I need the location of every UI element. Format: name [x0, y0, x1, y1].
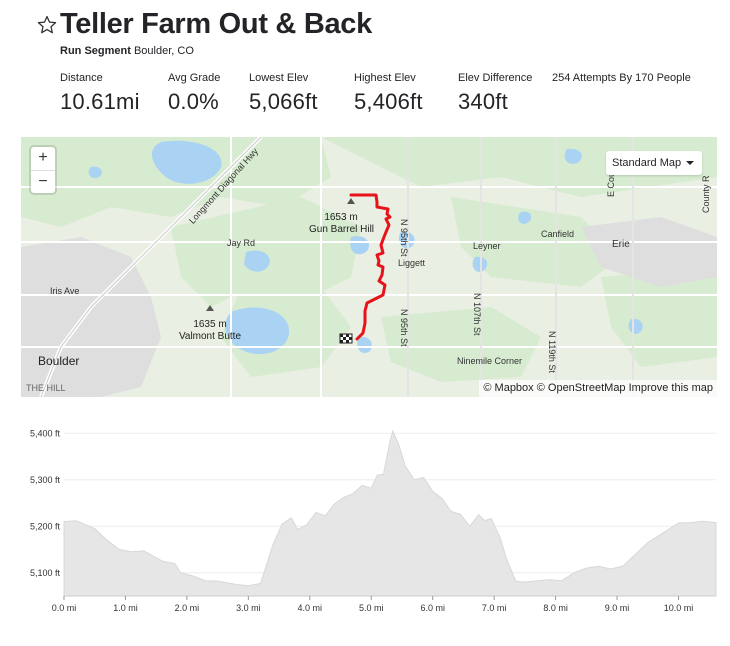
- map-label-county-rd: County R: [701, 175, 711, 213]
- stat-distance: Distance 10.61mi: [60, 72, 140, 115]
- y-tick-label: 5,400 ft: [30, 428, 61, 438]
- map-label-liggett: Liggett: [398, 258, 426, 268]
- map-label-valmont: 1635 m Valmont Butte: [175, 319, 245, 343]
- map-label-ninemile: Ninemile Corner: [457, 356, 523, 366]
- title-row: Teller Farm Out & Back: [36, 8, 716, 41]
- map-label-leyner: Leyner: [473, 241, 501, 251]
- zoom-control: + −: [31, 147, 55, 193]
- map-style-select[interactable]: Standard Map: [606, 151, 702, 175]
- map-label-n119th: N 119th St: [547, 331, 557, 373]
- x-tick-label: 10.0 mi: [664, 603, 694, 613]
- stat-avg-grade: Avg Grade 0.0%: [168, 72, 220, 115]
- stat-attempts-label: 254 Attempts By 170 People: [552, 72, 691, 84]
- zoom-in-button[interactable]: +: [38, 149, 48, 166]
- map-attribution: © Mapbox © OpenStreetMap Improve this ma…: [479, 380, 717, 397]
- map-road-outlines: [407, 137, 634, 397]
- x-tick-label: 1.0 mi: [113, 603, 138, 613]
- stat-avg-grade-value: 0.0%: [168, 89, 219, 114]
- map-label-erie: Erie: [612, 239, 630, 250]
- segment-type: Run Segment: [60, 45, 131, 57]
- map-label-iris-ave: Iris Ave: [50, 286, 80, 296]
- zoom-out-button[interactable]: −: [31, 170, 55, 193]
- y-tick-label: 5,300 ft: [30, 475, 61, 485]
- stat-distance-value: 10.61mi: [60, 89, 140, 114]
- stat-highest-elev-label: Highest Elev: [354, 72, 416, 84]
- map-label-boulder: Boulder: [38, 354, 80, 368]
- stat-lowest-elev: Lowest Elev 5,066ft: [249, 72, 318, 115]
- stat-highest-elev-value: 5,406ft: [354, 89, 423, 114]
- elevation-area: [63, 429, 717, 597]
- y-tick-label: 5,200 ft: [30, 521, 61, 531]
- x-tick-label: 5.0 mi: [359, 603, 384, 613]
- segment-subtitle: Run Segment Boulder, CO: [60, 45, 716, 57]
- osm-link[interactable]: © OpenStreetMap: [536, 382, 626, 394]
- segment-map[interactable]: Longmont Diagonal Hwy Jay Rd Iris Ave Bo…: [21, 137, 717, 397]
- stat-elev-difference-label: Elev Difference: [458, 72, 533, 84]
- stat-elev-difference-value: 340ft: [458, 89, 508, 114]
- stat-lowest-elev-value: 5,066ft: [249, 89, 318, 114]
- segment-location: Boulder, CO: [133, 45, 194, 57]
- gun-barrel-name: Gun Barrel Hill: [309, 224, 375, 235]
- map-label-n95th-bottom: N 95th St: [399, 309, 409, 347]
- peak-icon-valmont: [206, 305, 214, 311]
- map-label-jay-rd: Jay Rd: [227, 238, 256, 248]
- mapbox-link[interactable]: © Mapbox: [483, 382, 534, 394]
- map-water: [88, 140, 643, 355]
- map-label-e-cou: E Cou: [606, 171, 616, 197]
- peak-icon-gun-barrel: [347, 198, 355, 204]
- map-label-canfield: Canfield: [541, 229, 575, 239]
- page-title: Teller Farm Out & Back: [60, 8, 372, 40]
- star-icon[interactable]: [36, 14, 58, 36]
- map-label-n107th: N 107th St: [472, 293, 482, 336]
- map-label-the-hill: THE HILL: [26, 383, 66, 393]
- x-tick-label: 0.0 mi: [52, 603, 77, 613]
- segment-header: Teller Farm Out & Back Run Segment Bould…: [36, 8, 716, 57]
- stat-distance-label: Distance: [60, 72, 103, 84]
- segment-stats: Distance 10.61mi Avg Grade 0.0% Lowest E…: [60, 72, 720, 122]
- x-tick-label: 2.0 mi: [175, 603, 200, 613]
- stat-elev-difference: Elev Difference 340ft: [458, 72, 532, 115]
- elevation-chart[interactable]: 5,100 ft 5,200 ft 5,300 ft 5,400 ft 0.0 mi 1.…: [0, 420, 730, 646]
- map-style-label: Standard Map: [612, 157, 682, 169]
- x-tick-label: 7.0 mi: [482, 603, 507, 613]
- segment-route: [349, 193, 392, 341]
- improve-map-link[interactable]: Improve this map: [628, 382, 713, 394]
- stat-highest-elev: Highest Elev 5,406ft: [354, 72, 423, 115]
- x-tick-label: 6.0 mi: [420, 603, 445, 613]
- x-tick-label: 3.0 mi: [236, 603, 261, 613]
- stat-avg-grade-label: Avg Grade: [168, 72, 221, 84]
- stat-lowest-elev-label: Lowest Elev: [249, 72, 309, 84]
- x-tick-label: 9.0 mi: [605, 603, 630, 613]
- finish-flag-icon: [339, 333, 353, 344]
- y-tick-label: 5,100 ft: [30, 568, 61, 578]
- elevation-profile[interactable]: 5,100 ft 5,200 ft 5,300 ft 5,400 ft 0.0 mi 1.…: [0, 420, 730, 646]
- valmont-elevation: 1635 m: [193, 319, 227, 330]
- stat-attempts: 254 Attempts By 170 People: [552, 72, 691, 84]
- valmont-name: Valmont Butte: [178, 331, 242, 342]
- gun-barrel-elevation: 1653 m: [324, 212, 358, 223]
- map-label-n95th-top: N 95th St: [399, 219, 409, 257]
- map-label-gun-barrel: 1653 m Gun Barrel Hill: [309, 212, 375, 236]
- x-tick-label: 4.0 mi: [298, 603, 323, 613]
- caret-down-icon: [686, 161, 694, 165]
- x-tick-label: 8.0 mi: [543, 603, 568, 613]
